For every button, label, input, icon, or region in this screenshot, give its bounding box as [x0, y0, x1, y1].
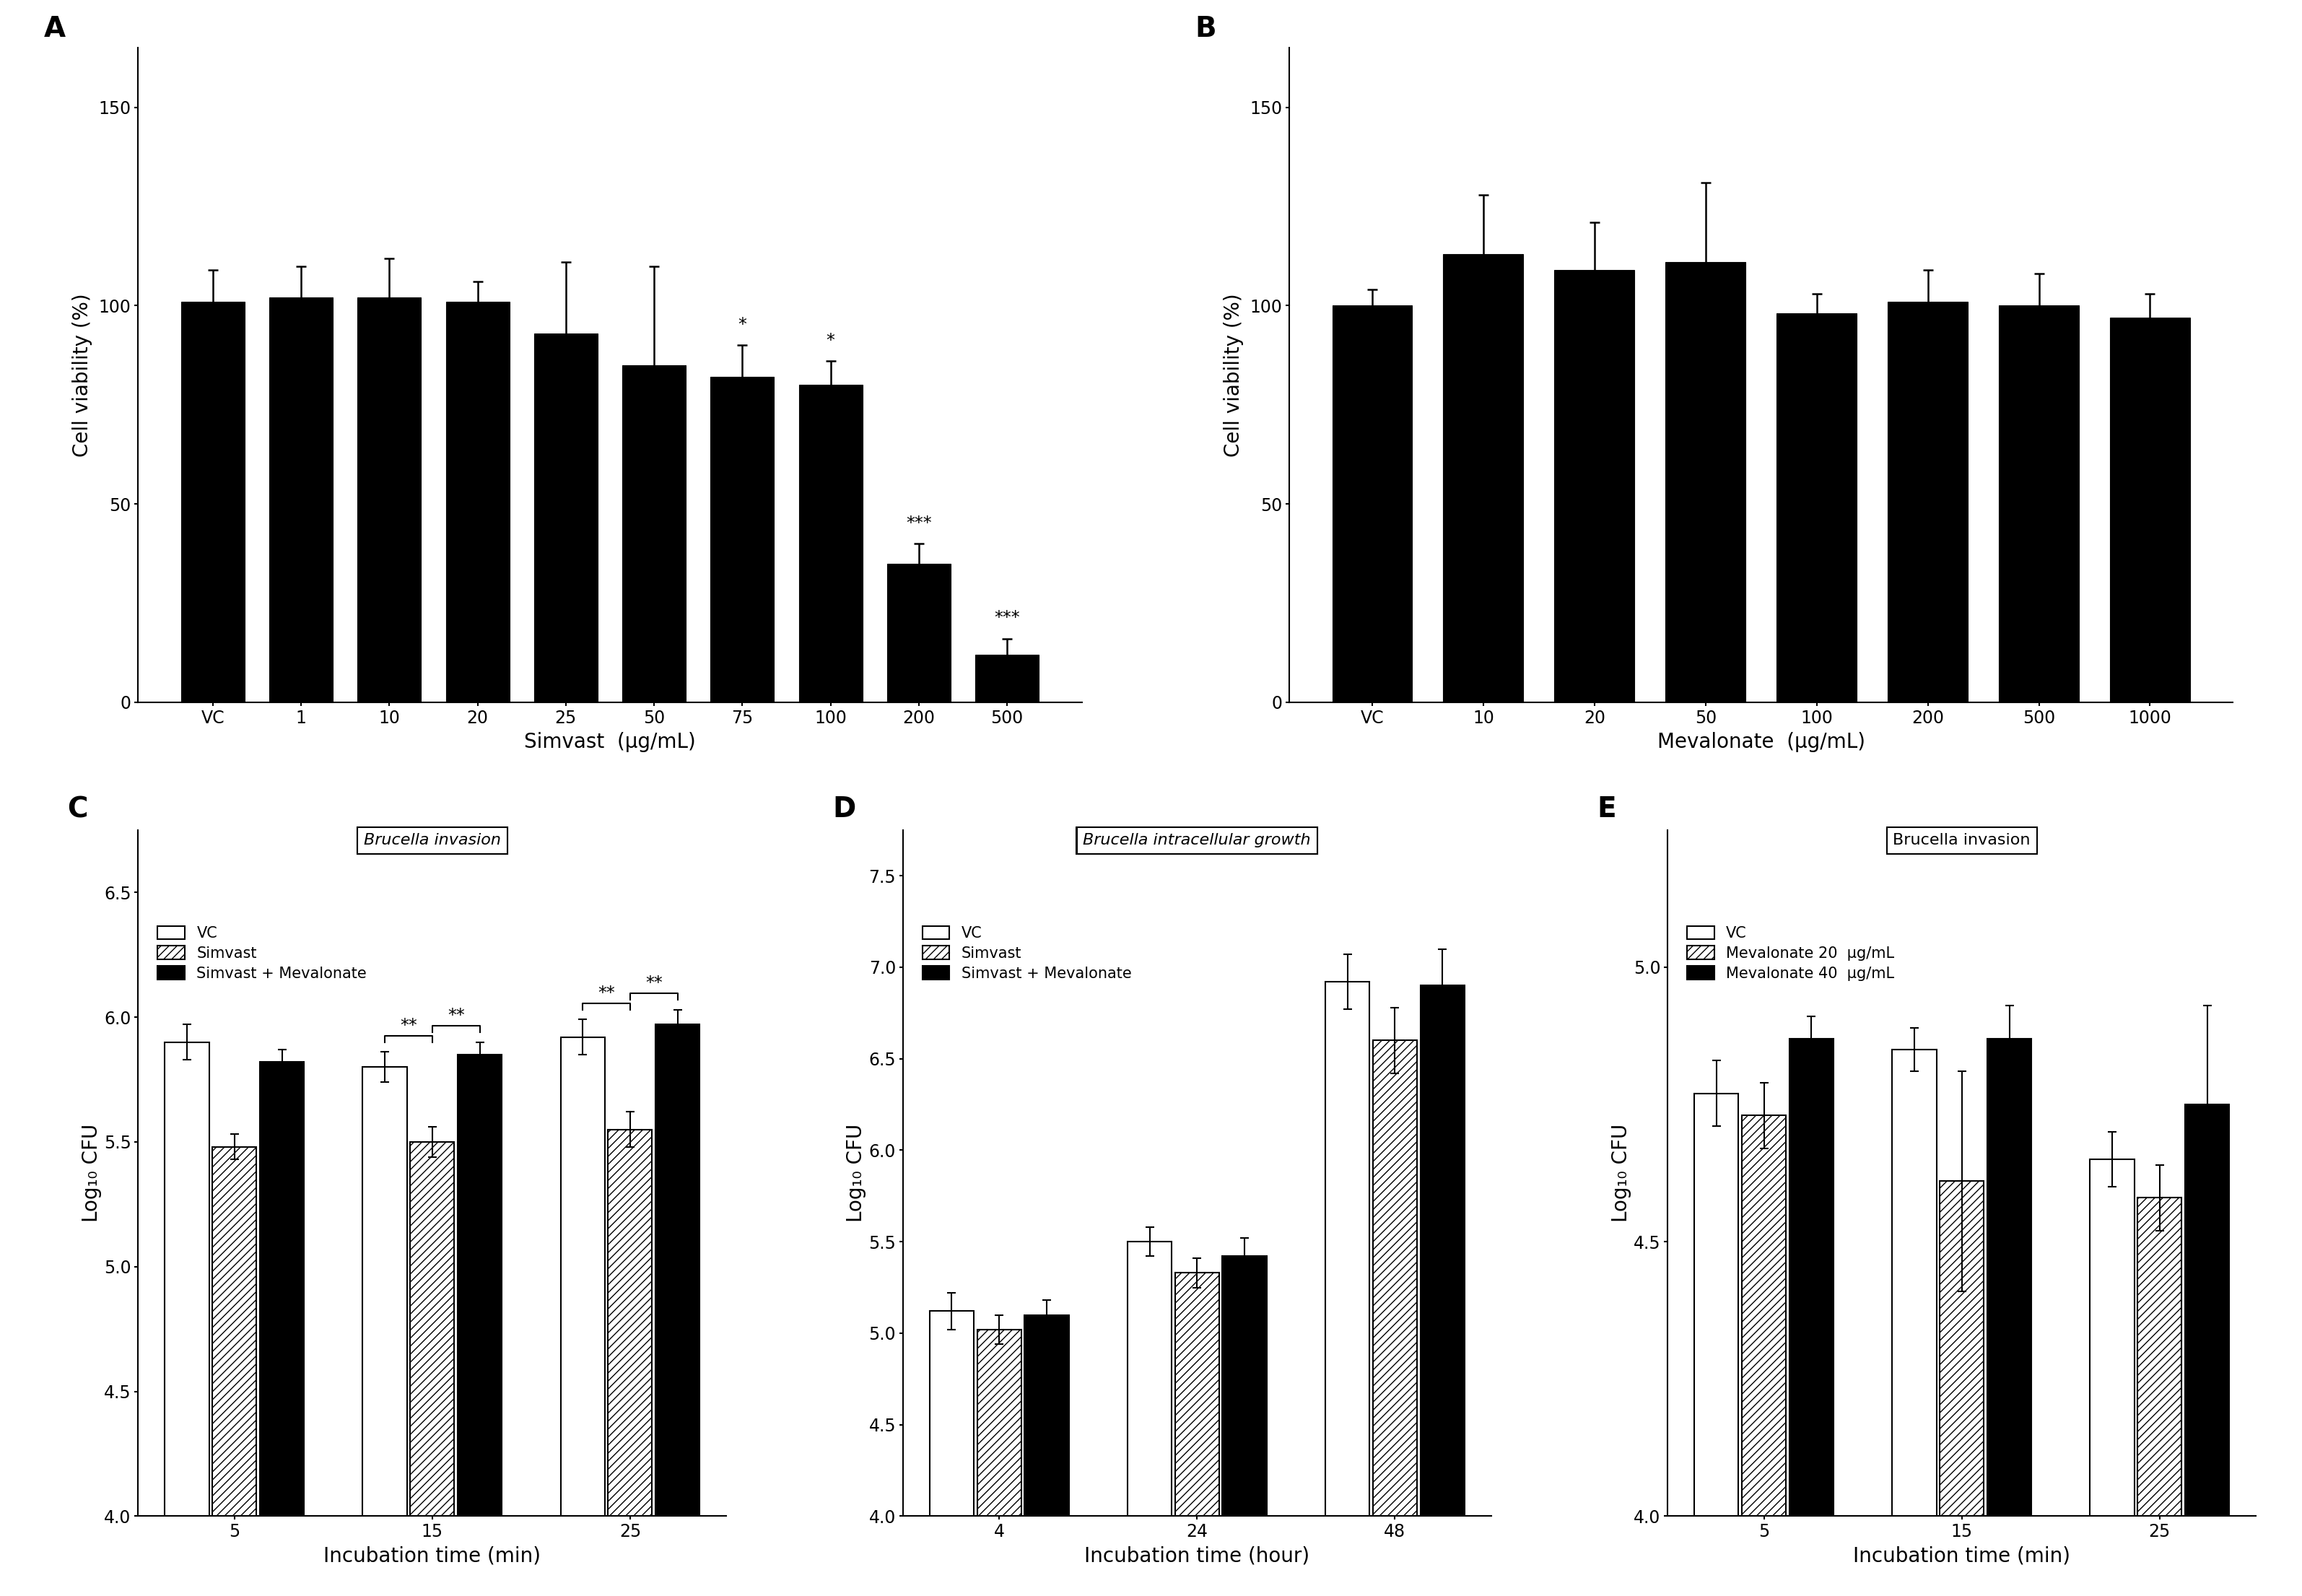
Bar	[458, 1055, 502, 1596]
Bar	[1777, 313, 1858, 702]
Bar	[1443, 254, 1524, 702]
Bar	[930, 1312, 974, 1596]
Bar	[1789, 1039, 1832, 1596]
Bar	[357, 298, 421, 702]
Bar	[976, 1329, 1022, 1596]
Text: ***: ***	[994, 610, 1020, 627]
Bar	[2090, 1159, 2134, 1596]
X-axis label: Incubation time (min): Incubation time (min)	[1853, 1545, 2069, 1566]
Y-axis label: Cell viability (%): Cell viability (%)	[71, 294, 92, 456]
Bar	[1998, 306, 2079, 702]
Text: **: **	[401, 1017, 417, 1034]
Bar	[799, 385, 863, 702]
Text: D: D	[833, 795, 856, 824]
Text: A: A	[44, 14, 64, 43]
Text: Brucella invasion: Brucella invasion	[364, 833, 502, 847]
Bar	[1222, 1256, 1266, 1596]
Y-axis label: Log₁₀ CFU: Log₁₀ CFU	[847, 1124, 866, 1223]
Bar	[1892, 1050, 1936, 1596]
Text: Brucella invasion: Brucella invasion	[1892, 833, 2030, 847]
X-axis label: Mevalonate  (μg/mL): Mevalonate (μg/mL)	[1657, 731, 1865, 752]
Y-axis label: Log₁₀ CFU: Log₁₀ CFU	[1611, 1124, 1632, 1223]
Bar	[182, 302, 244, 702]
Text: ***: ***	[907, 514, 932, 531]
Bar	[1333, 306, 1411, 702]
Bar	[166, 1042, 209, 1596]
Bar	[1987, 1039, 2030, 1596]
Bar	[1326, 982, 1370, 1596]
Bar	[1554, 270, 1634, 702]
Bar	[2111, 318, 2189, 702]
Text: *: *	[826, 332, 836, 350]
Bar	[711, 377, 773, 702]
Bar	[562, 1037, 605, 1596]
Bar	[260, 1061, 304, 1596]
Bar	[1420, 985, 1464, 1596]
Bar	[1888, 302, 1968, 702]
Bar	[1174, 1272, 1220, 1596]
X-axis label: Simvast  (μg/mL): Simvast (μg/mL)	[525, 731, 695, 752]
Bar	[976, 654, 1038, 702]
Bar	[447, 302, 509, 702]
Text: Brucella invasion: Brucella invasion	[364, 833, 502, 847]
Text: **: **	[447, 1007, 465, 1025]
Bar	[2185, 1104, 2228, 1596]
Bar	[1128, 1242, 1172, 1596]
Bar	[212, 1148, 256, 1596]
Y-axis label: Log₁₀ CFU: Log₁₀ CFU	[81, 1124, 101, 1223]
Text: E: E	[1598, 795, 1616, 824]
Y-axis label: Cell viability (%): Cell viability (%)	[1222, 294, 1243, 456]
Bar	[2139, 1197, 2182, 1596]
Text: Brucella intracellular growth: Brucella intracellular growth	[1084, 833, 1310, 847]
X-axis label: Incubation time (hour): Incubation time (hour)	[1084, 1545, 1310, 1566]
Legend: VC, Simvast, Simvast + Mevalonate: VC, Simvast, Simvast + Mevalonate	[916, 919, 1137, 986]
Bar	[269, 298, 334, 702]
Bar	[886, 563, 951, 702]
Bar	[656, 1025, 700, 1596]
Legend: VC, Simvast, Simvast + Mevalonate: VC, Simvast, Simvast + Mevalonate	[152, 919, 373, 986]
Bar	[364, 1068, 407, 1596]
X-axis label: Incubation time (min): Incubation time (min)	[325, 1545, 541, 1566]
Text: C: C	[67, 795, 87, 824]
Bar	[1743, 1116, 1786, 1596]
Text: **: **	[599, 985, 615, 1002]
Bar	[1667, 262, 1745, 702]
Bar	[1372, 1041, 1418, 1596]
Text: B: B	[1195, 14, 1215, 43]
Bar	[1941, 1181, 1984, 1596]
Bar	[1024, 1315, 1068, 1596]
Text: Brucella intracellular growth: Brucella intracellular growth	[1082, 833, 1312, 847]
Legend: VC, Mevalonate 20  μg/mL, Mevalonate 40  μg/mL: VC, Mevalonate 20 μg/mL, Mevalonate 40 μ…	[1680, 919, 1901, 986]
Bar	[1694, 1093, 1738, 1596]
Text: *: *	[739, 316, 746, 334]
Bar	[410, 1141, 453, 1596]
Bar	[622, 365, 686, 702]
Bar	[534, 334, 599, 702]
Bar	[608, 1130, 651, 1596]
Text: **: **	[645, 975, 663, 993]
